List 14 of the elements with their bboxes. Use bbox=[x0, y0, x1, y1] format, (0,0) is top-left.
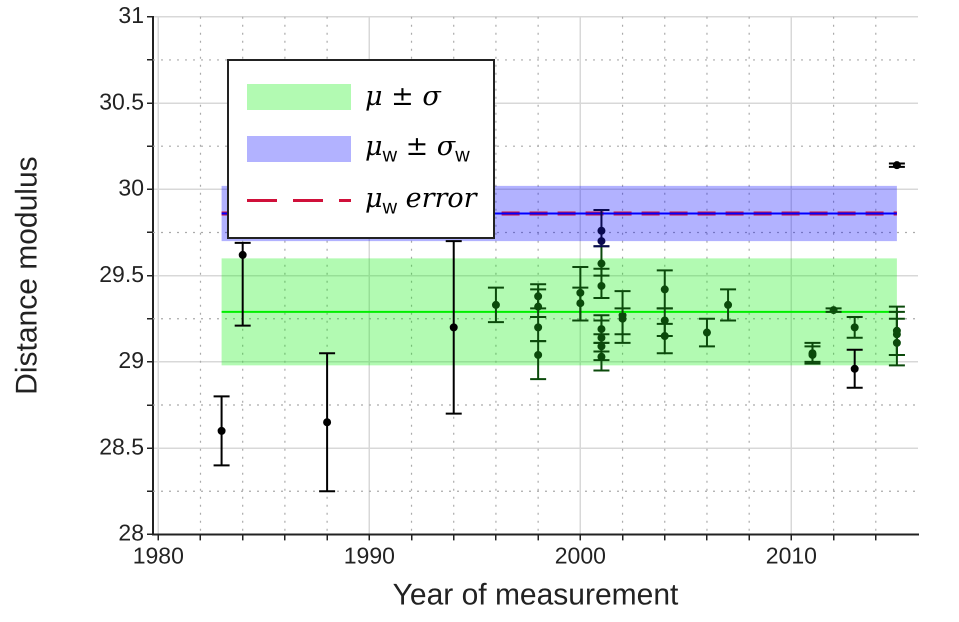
y-axis-title: Distance modulus bbox=[10, 156, 44, 395]
x-tick-label: 2000 bbox=[554, 542, 606, 569]
y-tick-label: 30 bbox=[118, 174, 144, 201]
x-tick-label: 1990 bbox=[344, 542, 395, 569]
legend-label: μ ± σ bbox=[365, 81, 441, 112]
legend-label: μ$_{w}$ error bbox=[365, 182, 477, 219]
y-tick-label: 29.5 bbox=[99, 260, 144, 287]
legend-label: μ$_{w}$ ± σ$_{w}$ bbox=[365, 130, 470, 167]
y-tick-label: 28.5 bbox=[99, 433, 144, 460]
y-tick-label: 29 bbox=[118, 347, 144, 374]
x-tick-label: 2010 bbox=[766, 542, 817, 569]
y-tick-label: 31 bbox=[118, 2, 144, 28]
x-axis-title: Year of measurement bbox=[392, 578, 680, 612]
y-tick-label: 30.5 bbox=[99, 88, 144, 114]
